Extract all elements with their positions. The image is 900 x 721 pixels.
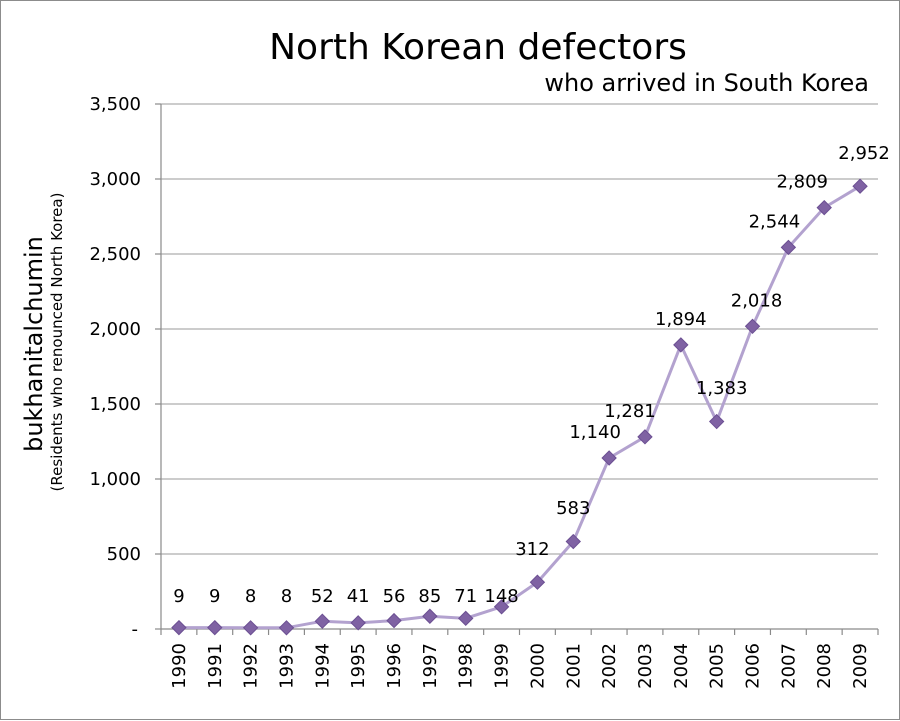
series-line-group: [178, 184, 861, 630]
data-point-marker: [744, 318, 761, 335]
x-tick-label: 2005: [707, 643, 728, 689]
x-tick-label: 1992: [241, 643, 262, 689]
data-point-marker: [350, 615, 366, 631]
y-axis-label: bukhanitalchumin: [20, 236, 48, 452]
y-tick-label: 3,500: [89, 94, 141, 115]
data-point-marker: [529, 574, 546, 590]
data-point-marker: [673, 337, 689, 353]
x-tick-label: 2001: [563, 643, 584, 689]
y-tick-label: 2,500: [89, 244, 141, 265]
x-tick-label: 1990: [169, 643, 190, 689]
data-point-marker: [493, 599, 510, 615]
data-point-marker: [314, 613, 331, 629]
data-label: 8: [281, 586, 292, 607]
x-tick-label: 2006: [743, 643, 764, 689]
x-tick-label: 2002: [599, 643, 620, 689]
x-tick-label: 1995: [348, 643, 369, 689]
data-point-marker: [171, 619, 187, 636]
data-label: 52: [311, 586, 334, 607]
data-label: 312: [515, 539, 549, 560]
data-label: 41: [347, 586, 370, 607]
x-tick-label: 2000: [527, 643, 548, 689]
y-tick-label: 1,500: [89, 394, 141, 415]
data-point-marker: [242, 620, 259, 636]
x-tick-label: 1997: [420, 643, 441, 689]
gridlines: [155, 103, 878, 630]
x-tick-label: 1994: [312, 643, 333, 689]
y-axis-sublabel: (Residents who renounced North Korea): [48, 193, 66, 492]
data-label: 1,140: [569, 422, 621, 443]
data-point-marker: [278, 620, 295, 636]
x-axis-ticks: 1990 1991 1992 1993 1994 1995 1996 1997 1998 1999…: [160, 629, 879, 689]
data-label: 9: [173, 586, 184, 607]
x-tick-label: 2008: [814, 643, 835, 689]
data-label: 1,281: [604, 401, 656, 422]
data-label: 8: [245, 586, 256, 607]
y-tick-label: 500: [107, 544, 141, 565]
y-tick-label: 1,000: [89, 469, 141, 490]
series-line: [178, 184, 861, 630]
y-tick-label: 3,000: [89, 169, 141, 190]
x-tick-label: 2009: [850, 643, 871, 689]
data-label: 2,809: [776, 172, 828, 193]
data-label: 85: [418, 586, 441, 607]
data-label: 9: [209, 586, 220, 607]
data-point-marker: [207, 619, 223, 636]
data-point-marker: [780, 239, 797, 256]
chart-subtitle: who arrived in South Korea: [544, 69, 869, 97]
data-label: 2,952: [838, 143, 890, 164]
x-tick-label: 2004: [671, 643, 692, 689]
data-point-marker: [458, 610, 474, 627]
data-point-marker: [852, 178, 868, 194]
data-label: 1,383: [696, 378, 748, 399]
y-tick-label: -: [132, 619, 139, 640]
x-tick-label: 2003: [635, 643, 656, 689]
data-point-marker: [386, 612, 402, 629]
data-label: 56: [383, 586, 406, 607]
data-point-marker: [708, 413, 725, 430]
markers: [171, 178, 868, 636]
chart-title: North Korean defectors: [269, 27, 687, 68]
data-point-marker: [422, 608, 438, 624]
data-label: 583: [556, 498, 590, 519]
x-tick-label: 1996: [384, 643, 405, 689]
data-point-marker: [816, 199, 832, 216]
x-tick-label: 1991: [205, 643, 226, 689]
x-tick-label: 2007: [778, 643, 799, 689]
data-point-marker: [565, 533, 581, 550]
x-tick-label: 1999: [492, 643, 513, 689]
y-tick-label: 2,000: [89, 319, 141, 340]
data-point-marker: [601, 450, 617, 466]
data-label: 2,018: [731, 290, 783, 311]
data-label: 2,544: [749, 211, 801, 232]
data-label: 148: [484, 586, 518, 607]
data-label: 1,894: [655, 309, 707, 330]
x-tick-label: 1998: [456, 643, 477, 689]
data-point-marker: [637, 429, 653, 445]
x-tick-label: 1993: [276, 643, 297, 689]
data-label: 71: [454, 586, 477, 607]
y-axis-ticks: - 500 1,000 1,500 2,000 2,500 3,000 3,500: [89, 94, 141, 640]
